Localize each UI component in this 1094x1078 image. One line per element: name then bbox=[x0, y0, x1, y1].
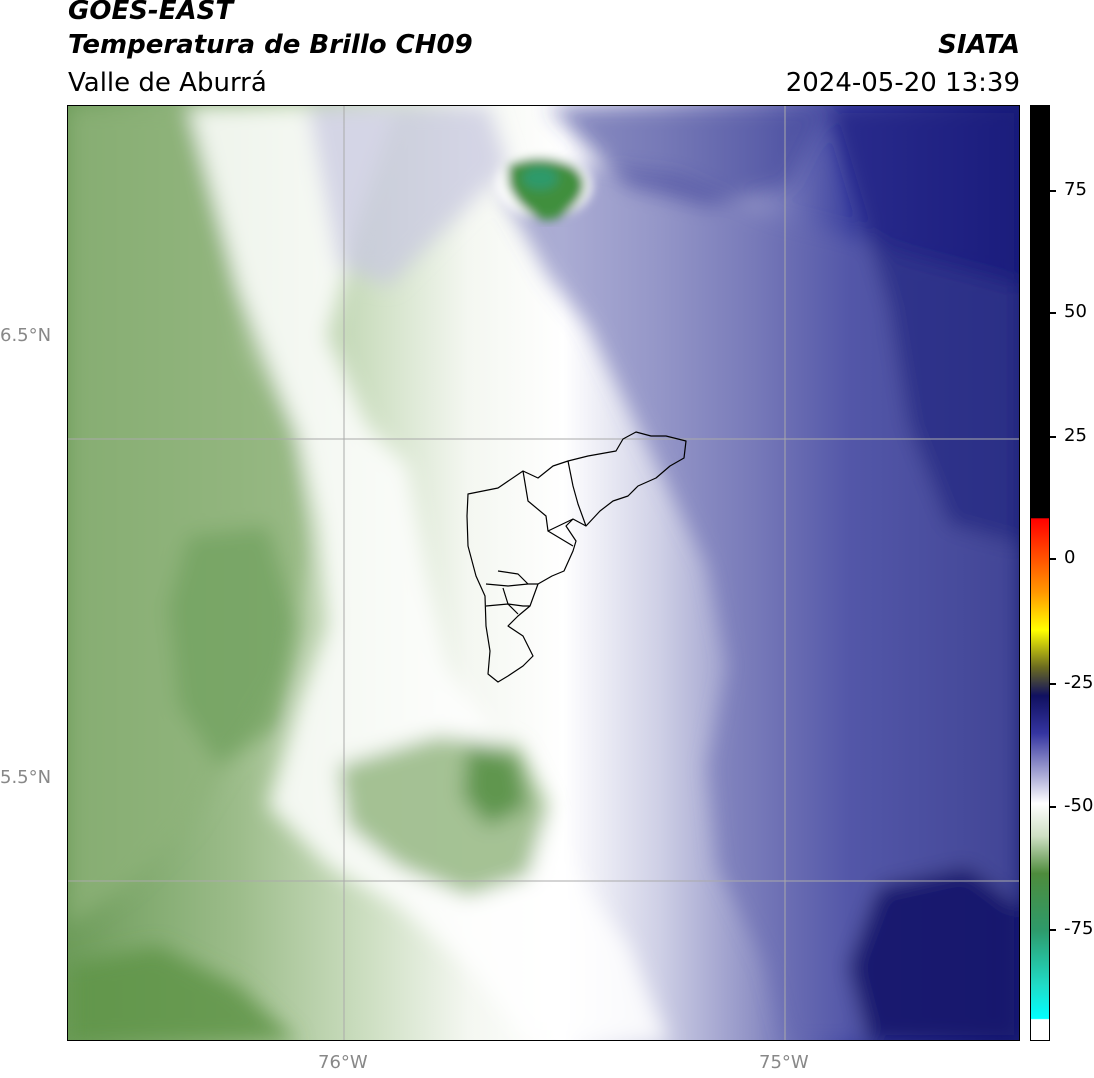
cloud-field bbox=[68, 106, 1019, 1040]
colorbar-label-75: 75 bbox=[1064, 179, 1087, 200]
colorbar-label-50: 50 bbox=[1064, 301, 1087, 322]
timestamp-label: 2024-05-20 13:39 bbox=[785, 68, 1020, 98]
colorbar-tick-50 bbox=[1050, 312, 1056, 314]
temperature-colorbar bbox=[1030, 105, 1050, 1041]
colorbar-tick-neg75 bbox=[1050, 929, 1056, 931]
colorbar-label-neg50: -50 bbox=[1064, 795, 1094, 816]
map-gridlines bbox=[68, 106, 1019, 1040]
lon-label-75w: 75°W bbox=[759, 1052, 809, 1073]
satellite-map[interactable] bbox=[67, 105, 1020, 1041]
lat-label-5-5n: 5.5°N bbox=[0, 767, 52, 788]
title-line2: Temperatura de Brillo CH09 bbox=[68, 30, 473, 60]
region-subtitle: Valle de Aburrá bbox=[68, 68, 267, 98]
colorbar-label-neg25: -25 bbox=[1064, 672, 1094, 693]
cold-cloud-top bbox=[496, 154, 592, 220]
title-line1: GOES-EAST bbox=[68, 0, 234, 26]
lon-label-76w: 76°W bbox=[318, 1052, 368, 1073]
colorbar-label-0: 0 bbox=[1064, 547, 1076, 568]
map-canvas bbox=[68, 106, 1019, 1040]
colorbar-label-25: 25 bbox=[1064, 425, 1087, 446]
agency-label: SIATA bbox=[938, 30, 1020, 60]
colorbar-tick-neg25 bbox=[1050, 683, 1056, 685]
colorbar-label-neg75: -75 bbox=[1064, 918, 1094, 939]
lat-label-6-5n: 6.5°N bbox=[0, 325, 52, 346]
colorbar-tick-75 bbox=[1050, 190, 1056, 192]
colorbar-tick-25 bbox=[1050, 436, 1056, 438]
valle-aburra-boundaries bbox=[466, 431, 687, 683]
colorbar-tick-0 bbox=[1050, 558, 1056, 560]
colorbar-tick-neg50 bbox=[1050, 806, 1056, 808]
colorbar-ramp bbox=[1031, 106, 1049, 1040]
